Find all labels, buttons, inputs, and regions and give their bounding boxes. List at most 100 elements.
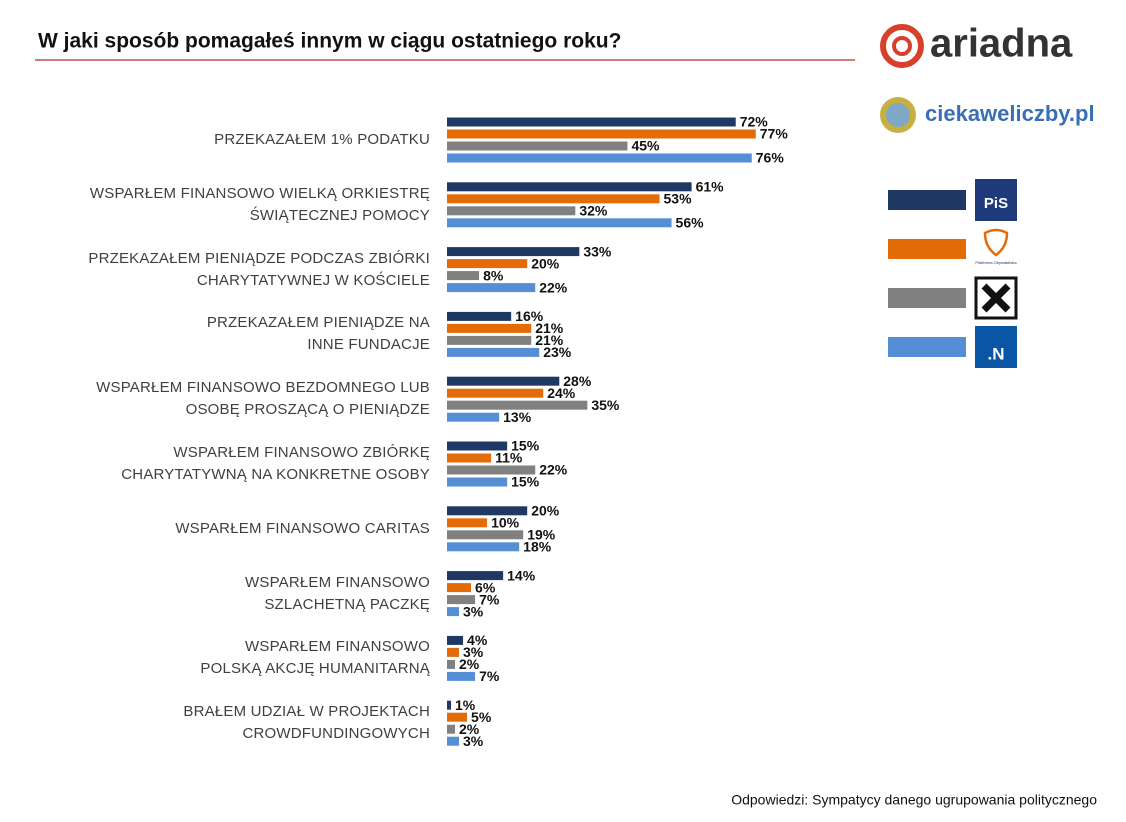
bar xyxy=(447,412,500,422)
bar xyxy=(447,530,524,540)
bar xyxy=(447,518,488,528)
bar xyxy=(447,153,752,163)
note: Odpowiedzi: Sympatycy danego ugrupowania… xyxy=(731,792,1097,808)
bar xyxy=(447,647,460,657)
bar xyxy=(447,247,580,257)
value-label: 77% xyxy=(760,126,789,142)
value-label: 14% xyxy=(507,567,536,583)
logo-box xyxy=(975,179,1017,221)
bar xyxy=(447,323,532,333)
bar xyxy=(447,311,512,321)
value-label: 28% xyxy=(563,373,592,389)
legend-label: .N xyxy=(988,344,1005,363)
bar xyxy=(447,400,588,410)
legend-label: PiS xyxy=(984,195,1008,212)
bar xyxy=(447,283,536,293)
bar xyxy=(447,259,528,269)
value-label: 33% xyxy=(583,243,612,259)
value-label: 11% xyxy=(495,450,523,466)
value-label: 6% xyxy=(475,579,496,595)
logo-shape xyxy=(983,228,1009,257)
legend-swatch xyxy=(888,239,966,259)
bar xyxy=(447,724,456,734)
category-label: WSPARŁEM FINANSOWO ZBIÓRKĘ CHARYTATYWNĄ … xyxy=(121,444,430,483)
bar xyxy=(447,659,456,669)
value-label: 32% xyxy=(579,203,608,219)
site: ciekaweliczby.pl xyxy=(925,101,1095,126)
value-label: 15% xyxy=(511,474,540,490)
bar xyxy=(447,506,528,516)
bar xyxy=(447,635,464,645)
value-label: 45% xyxy=(631,138,660,154)
category-label: WSPARŁEM FINANSOWO SZLACHETNĄ PACZKĘ xyxy=(245,573,430,613)
value-label: 5% xyxy=(471,709,492,725)
value-label: 20% xyxy=(531,255,560,271)
legend-logo xyxy=(974,276,1018,320)
ariadna-logo: ariadna xyxy=(880,22,1073,68)
value-label: 24% xyxy=(547,385,576,401)
value-label: 2% xyxy=(459,721,480,737)
logo-shape xyxy=(981,283,1011,313)
bar xyxy=(447,182,692,192)
logo-box xyxy=(975,326,1017,368)
bar xyxy=(447,388,544,398)
bar xyxy=(447,218,672,228)
bar xyxy=(447,571,504,581)
bar xyxy=(447,141,628,151)
bar xyxy=(447,441,508,451)
category-label: PRZEKAZAŁEM PIENIĄDZE PODCZAS ZBIÓRKI CH… xyxy=(88,249,430,289)
legend-logo: PiS xyxy=(975,179,1017,221)
bar xyxy=(447,595,476,605)
value-label: 8% xyxy=(483,267,504,283)
value-label: 4% xyxy=(467,632,488,648)
bar xyxy=(447,206,576,216)
bar xyxy=(447,129,756,139)
value-label: 3% xyxy=(463,733,484,749)
bar xyxy=(447,271,480,281)
bar xyxy=(447,712,468,722)
bar xyxy=(447,453,492,463)
value-label: 7% xyxy=(479,591,500,607)
bar xyxy=(447,117,736,127)
bar xyxy=(447,347,540,357)
legend-swatch xyxy=(888,190,966,210)
category-label: WSPARŁEM FINANSOWO CARITAS xyxy=(175,519,430,537)
value-label: 35% xyxy=(591,397,620,413)
site-logo: ciekaweliczby.pl xyxy=(880,97,1095,133)
bar xyxy=(447,465,536,475)
value-label: 1% xyxy=(455,697,476,713)
value-label: 72% xyxy=(740,114,769,130)
value-label: 16% xyxy=(515,308,544,324)
bar xyxy=(447,477,508,487)
category-label: PRZEKAZAŁEM PIENIĄDZE NA INNE FUNDACJE xyxy=(206,314,430,354)
legend-swatch xyxy=(888,337,966,357)
legend-logo: .N xyxy=(975,326,1017,368)
value-label: 23% xyxy=(543,344,572,360)
category-label: WSPARŁEM FINANSOWO POLSKĄ AKCJĘ HUMANITA… xyxy=(200,638,430,678)
bar xyxy=(447,736,460,746)
value-label: 22% xyxy=(539,462,568,478)
category-label: PRZEKAZAŁEM 1% PODATKU xyxy=(214,131,430,148)
value-label: 2% xyxy=(459,656,480,672)
brand: ariadna xyxy=(930,22,1073,66)
value-label: 22% xyxy=(539,279,568,295)
bar xyxy=(447,194,660,204)
bar xyxy=(447,335,532,345)
value-label: 3% xyxy=(463,603,484,619)
value-label: 3% xyxy=(463,644,484,660)
value-label: 53% xyxy=(664,191,693,207)
bar xyxy=(447,671,476,681)
bar xyxy=(447,607,460,617)
legend-swatch xyxy=(888,288,966,308)
value-label: 21% xyxy=(535,332,564,348)
value-label: 15% xyxy=(511,438,540,454)
chart-title: W jaki sposób pomagałeś innym w ciągu os… xyxy=(38,30,621,53)
legend-label: Platforma Obywatelska xyxy=(975,260,1017,265)
value-label: 56% xyxy=(676,215,705,231)
value-label: 18% xyxy=(523,539,552,555)
value-label: 21% xyxy=(535,320,564,336)
legend-logo: Platforma Obywatelska xyxy=(975,228,1017,265)
category-label: BRAŁEM UDZIAŁ W PROJEKTACH CROWDFUNDINGO… xyxy=(183,703,430,743)
value-label: 7% xyxy=(479,668,500,684)
value-label: 13% xyxy=(503,409,532,425)
